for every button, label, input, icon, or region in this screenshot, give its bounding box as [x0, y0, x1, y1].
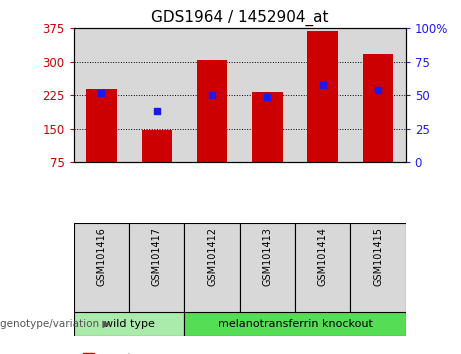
Point	[319, 82, 326, 87]
Bar	[129, 223, 184, 312]
Point	[374, 87, 382, 93]
Text: melanotransferrin knockout: melanotransferrin knockout	[218, 319, 372, 329]
Text: GSM101413: GSM101413	[262, 227, 272, 286]
Text: genotype/variation ▶: genotype/variation ▶	[0, 319, 110, 329]
Bar	[252, 92, 283, 162]
Title: GDS1964 / 1452904_at: GDS1964 / 1452904_at	[151, 9, 329, 25]
Bar	[142, 130, 172, 162]
Bar	[184, 223, 240, 312]
Bar	[74, 223, 129, 312]
Point	[208, 92, 216, 98]
Bar	[295, 223, 350, 312]
Bar	[350, 223, 406, 312]
Text: GSM101416: GSM101416	[96, 227, 106, 286]
Text: GSM101414: GSM101414	[318, 227, 328, 286]
Text: wild type: wild type	[104, 319, 154, 329]
Bar	[307, 32, 338, 162]
Point	[264, 94, 271, 99]
Bar	[240, 223, 295, 312]
Legend: count, percentile rank within the sample: count, percentile rank within the sample	[79, 349, 282, 354]
Bar	[363, 54, 393, 162]
Text: GSM101417: GSM101417	[152, 227, 162, 286]
Text: GSM101415: GSM101415	[373, 227, 383, 286]
Bar	[184, 312, 406, 336]
Bar	[197, 61, 227, 162]
Text: GSM101412: GSM101412	[207, 227, 217, 286]
Point	[98, 90, 105, 96]
Bar	[86, 88, 117, 162]
Point	[153, 108, 160, 114]
Bar	[74, 312, 184, 336]
